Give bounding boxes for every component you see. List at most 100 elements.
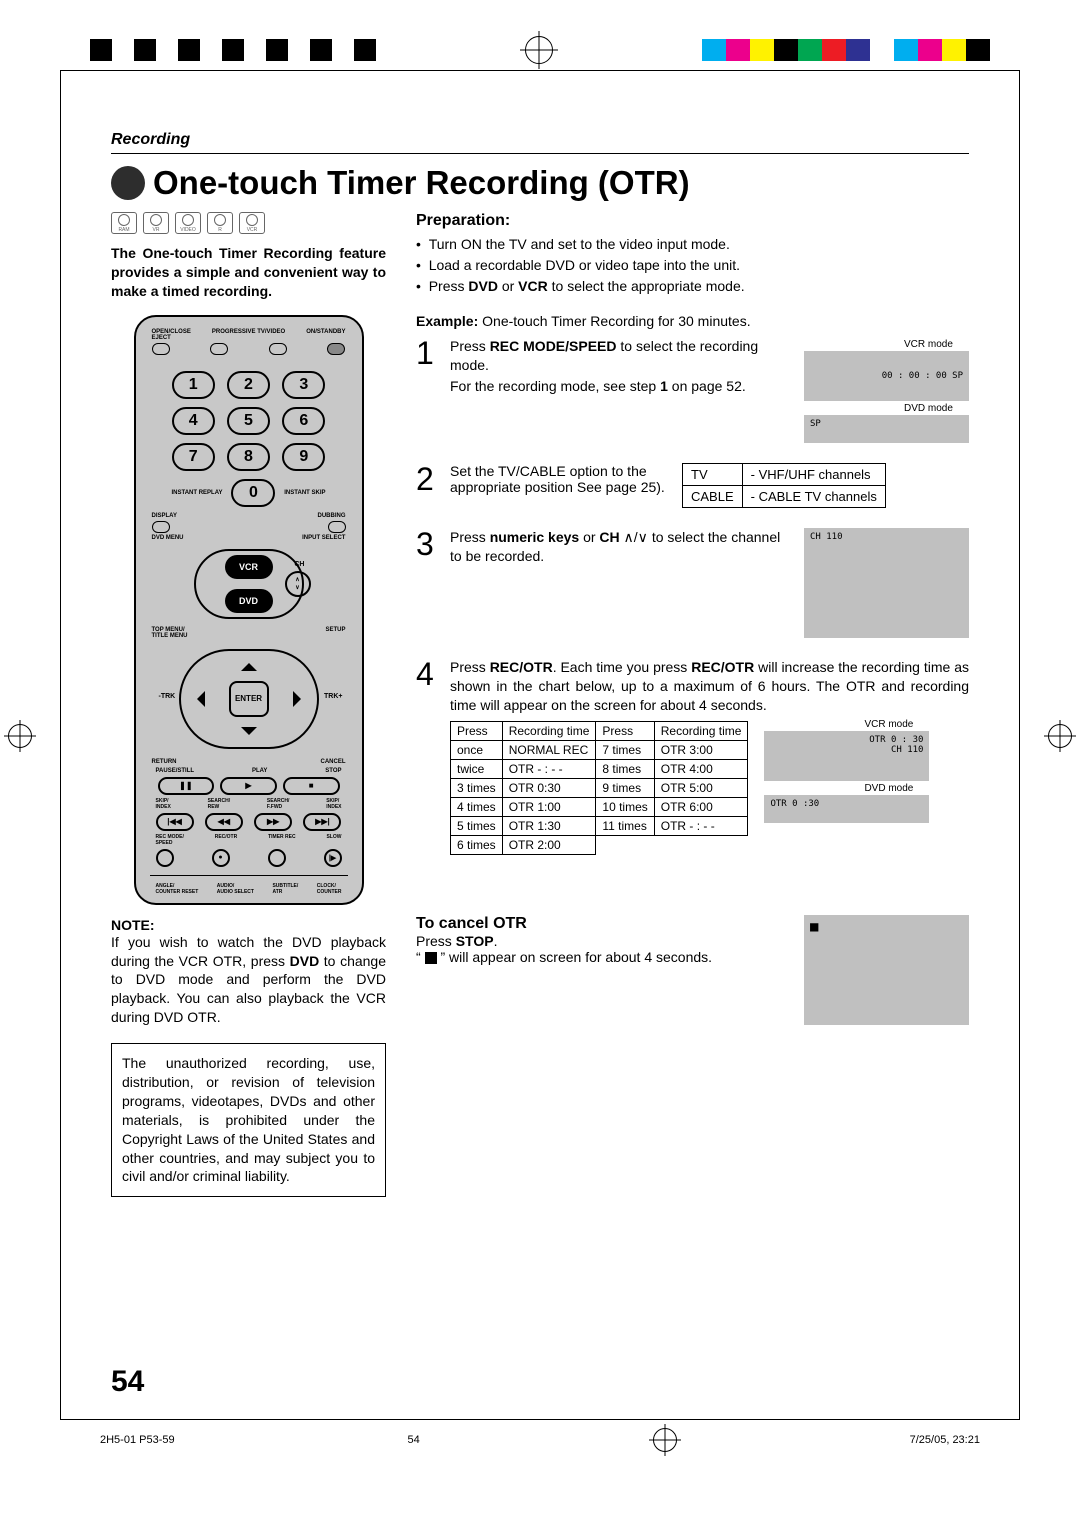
ffwd-button[interactable]: ▶▶ [254, 813, 292, 831]
play-button[interactable]: ▶ [220, 777, 277, 795]
dpad-left-button[interactable] [189, 691, 205, 707]
preparation-list: Turn ON the TV and set to the video inpu… [416, 234, 969, 297]
dpad-right-button[interactable] [293, 691, 309, 707]
cancel-bold: STOP [456, 933, 494, 949]
num-4-button[interactable]: 4 [172, 407, 215, 435]
color-swatch [870, 39, 894, 61]
page-title: One-touch Timer Recording (OTR) [153, 164, 690, 202]
top-regmark-wrap [380, 36, 698, 64]
preparation-heading: Preparation: [416, 212, 969, 230]
step-number: 1 [416, 337, 440, 443]
step1-text: Press [450, 338, 490, 354]
dvd-screen-text: SP [810, 419, 963, 429]
registration-mark-right [1048, 724, 1072, 748]
num-9-button[interactable]: 9 [282, 443, 325, 471]
page-number: 54 [111, 1365, 144, 1399]
prep-item: Press DVD or VCR to select the appropria… [416, 276, 969, 297]
skip-prev-button[interactable]: |◀◀ [156, 813, 194, 831]
color-swatch [846, 39, 870, 61]
num-0-button[interactable]: 0 [231, 479, 275, 507]
disc-icon-row: RAMVRVIDEORVCR [111, 212, 386, 234]
disc-icon: RAM [111, 212, 137, 234]
color-swatch [822, 39, 846, 61]
table-cell: OTR 0:30 [502, 778, 596, 797]
num-7-button[interactable]: 7 [172, 443, 215, 471]
vcr-dvd-selector: VCR DVD CH ∧∨ [189, 549, 309, 619]
angle-label: ANGLE/ COUNTER RESET [156, 883, 199, 895]
bw-bar [90, 39, 376, 61]
footer-mid: 54 [408, 1434, 420, 1446]
display-button[interactable] [152, 521, 170, 533]
num-2-button[interactable]: 2 [227, 371, 270, 399]
enter-button[interactable]: ENTER [229, 681, 269, 717]
num-3-button[interactable]: 3 [282, 371, 325, 399]
slow-button[interactable]: |▶ [324, 849, 342, 867]
rec-otr-button[interactable]: ● [212, 849, 230, 867]
progressive-button[interactable] [210, 343, 228, 355]
page-container: Recording One-touch Timer Recording (OTR… [0, 0, 1080, 1472]
cancel-text4: ” will appear on screen for about 4 seco… [437, 949, 713, 965]
timer-rec-button[interactable] [268, 849, 286, 867]
table-cell: - CABLE TV channels [742, 486, 885, 508]
table-cell: OTR 4:00 [654, 759, 748, 778]
table-cell: - VHF/UHF channels [742, 464, 885, 486]
step-4: 4 Press REC/OTR. Each time you press REC… [416, 658, 969, 855]
dvd-button[interactable]: DVD [225, 589, 273, 613]
trk-minus-label: -TRK [159, 693, 176, 700]
pause-label: PAUSE/STILL [156, 768, 195, 774]
standby-button[interactable] [327, 343, 345, 355]
ch-button[interactable]: ∧∨ [285, 571, 311, 597]
rew-button[interactable]: ◀◀ [205, 813, 243, 831]
input-select-label: INPUT SELECT [302, 535, 345, 541]
subtitle-label: SUBTITLE/ ATR [272, 883, 298, 895]
example-text: Example: One-touch Timer Recording for 3… [416, 313, 969, 329]
num-1-button[interactable]: 1 [172, 371, 215, 399]
rec-mode-button[interactable] [156, 849, 174, 867]
skip-next-button[interactable]: ▶▶| [303, 813, 341, 831]
tv-video-button[interactable] [269, 343, 287, 355]
ch-screen-text: CH 110 [810, 532, 963, 542]
vcr-screen: 00 : 00 : 00 SP [804, 351, 969, 401]
note-heading: NOTE: [111, 917, 386, 933]
table-cell: OTR 3:00 [654, 740, 748, 759]
table-header: Press [596, 721, 654, 740]
note-text: If you wish to watch the DVD playback du… [111, 933, 386, 1027]
top-menu-label: TOP MENU/ TITLE MENU [152, 627, 188, 639]
remote-label-eject: OPEN/CLOSE EJECT [152, 329, 191, 341]
cancel-screen: ■ [804, 915, 969, 1025]
disc-icon: VIDEO [175, 212, 201, 234]
setup-label: SETUP [325, 627, 345, 639]
step1-screens: VCR mode 00 : 00 : 00 SP DVD mode SP [804, 337, 969, 443]
step-body: Press REC MODE/SPEED to select the recor… [450, 337, 969, 443]
footer-right: 7/25/05, 23:21 [910, 1434, 980, 1446]
table-cell: 10 times [596, 797, 654, 816]
title-bullet-icon [111, 166, 145, 200]
step-1: 1 Press REC MODE/SPEED to select the rec… [416, 337, 969, 443]
dubbing-button[interactable] [328, 521, 346, 533]
ch-screen: CH 110 [804, 528, 969, 638]
dpad-up-button[interactable] [241, 655, 257, 671]
title-row: One-touch Timer Recording (OTR) [111, 164, 969, 202]
num-6-button[interactable]: 6 [282, 407, 325, 435]
stop-button[interactable]: ■ [283, 777, 340, 795]
skip-index-l-label: SKIP/ INDEX [156, 798, 171, 810]
footer-left: 2H5-01 P53-59 [100, 1434, 175, 1446]
cancel-heading: To cancel OTR [416, 915, 784, 933]
step1-bold: REC MODE/SPEED [490, 338, 617, 354]
vcr-button[interactable]: VCR [225, 555, 273, 579]
return-label: RETURN [152, 759, 177, 765]
prep-item: Turn ON the TV and set to the video inpu… [416, 234, 969, 255]
table-cell: 4 times [451, 797, 503, 816]
num-8-button[interactable]: 8 [227, 443, 270, 471]
step-2: 2 Set the TV/CABLE option to the appropr… [416, 463, 969, 508]
table-cell: OTR 1:00 [502, 797, 596, 816]
cancel-text: Press STOP. “ ” will appear on screen fo… [416, 933, 784, 965]
intro-text: The One-touch Timer Recording feature pr… [111, 244, 386, 301]
color-swatch [726, 39, 750, 61]
dvd-menu-label: DVD MENU [152, 535, 184, 541]
color-swatch [750, 39, 774, 61]
eject-button[interactable] [152, 343, 170, 355]
pause-button[interactable]: ❚❚ [158, 777, 215, 795]
dpad-down-button[interactable] [241, 727, 257, 743]
num-5-button[interactable]: 5 [227, 407, 270, 435]
